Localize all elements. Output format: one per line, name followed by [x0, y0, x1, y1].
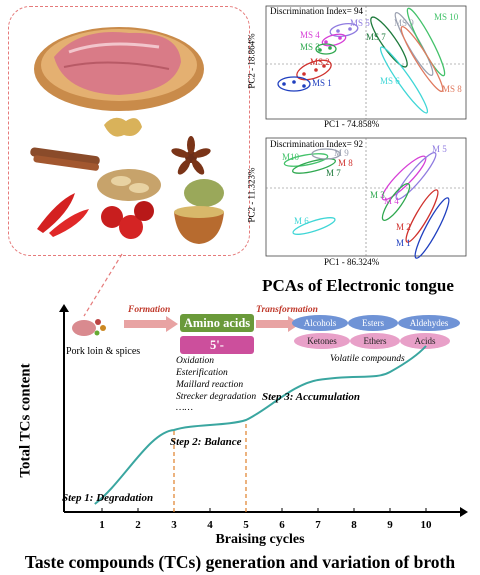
pca1-label-ms2: MS 2	[310, 57, 330, 67]
nucleotides-box: 5'-Nucleotides	[180, 336, 254, 370]
pca2-xlabel: PC1 - 86.324%	[324, 257, 380, 267]
pca2-disc-index: Discrimination Index= 92	[270, 139, 364, 149]
x-tick-label: 7	[315, 519, 321, 531]
pca2-label-m4: M 4	[384, 196, 399, 206]
amino-acids-box: Amino acids	[180, 314, 254, 332]
volatile-alcohols: Alcohols	[292, 315, 348, 331]
pca2-label-m1: M 1	[396, 238, 411, 248]
volatile-caption: Volatile compounds	[330, 354, 405, 364]
pca-plot-2-svg	[265, 137, 467, 259]
y-axis-arrow	[59, 304, 69, 312]
pca1-label-ms6: MS 6	[380, 76, 400, 86]
transformation-arrow	[256, 316, 300, 332]
x-tick-label: 4	[207, 519, 213, 531]
volatile-aldehydes: Aldehydes	[398, 315, 460, 331]
pca1-label-ms7: MS 7	[366, 32, 386, 42]
pca-plot-1-svg	[265, 5, 467, 120]
pca1-label-ms3: MS 3	[300, 42, 320, 52]
pca2-label-m2: M 2	[396, 222, 411, 232]
source-label: Pork loin & spices	[66, 346, 141, 357]
pca2-label-m8: M 8	[338, 158, 353, 168]
x-tick-label: 5	[243, 519, 249, 531]
pca2-label-m3: M 3	[370, 190, 385, 200]
pca1-label-ms5: MS 5	[350, 18, 370, 28]
pca2-label-m9: M 9	[334, 148, 349, 158]
x-tick-label: 1	[99, 519, 105, 531]
formation-label: Formation	[128, 305, 171, 315]
x-tick-label: 2	[135, 519, 141, 531]
x-tick-label: 3	[171, 519, 177, 531]
pca2-label-m7: M 7	[326, 168, 341, 178]
transformation-label: Transformation	[256, 305, 318, 315]
ingredients-panel	[8, 6, 250, 256]
volatile-esters: Esters	[348, 315, 398, 331]
pca1-label-ms1: MS 1	[312, 78, 332, 88]
pca1-label-ms10: MS 10	[434, 12, 459, 22]
pca2-label-m5: M 5	[432, 144, 447, 154]
chart-xlabel: Braising cycles	[215, 532, 305, 547]
ingredients-illustration	[30, 27, 224, 244]
step-3-label: Step 3: Accumulation	[262, 391, 360, 403]
x-tick-label: 9	[387, 519, 393, 531]
x-axis-arrow	[460, 507, 468, 517]
figure-title: Taste compounds (TCs) generation and var…	[24, 552, 456, 572]
reaction-3: Maillard reaction	[176, 380, 244, 390]
x-tick-label: 8	[351, 519, 357, 531]
volatile-ketones: Ketones	[294, 333, 350, 349]
connector-line	[83, 253, 123, 317]
reaction-1: Oxidation	[176, 356, 214, 366]
pca-plot-1: Discrimination Index= 94 PC1 - 74.858% P…	[247, 4, 474, 132]
reaction-2: Esterification	[176, 368, 228, 378]
pca1-disc-index: Discrimination Index= 94	[270, 6, 364, 16]
volatile-acids: Acids	[400, 333, 450, 349]
pca2-label-m6: M 6	[294, 216, 309, 226]
pca1-label-ms8: MS 8	[442, 84, 462, 94]
chart-ylabel: Total TCs content	[17, 363, 34, 478]
pca2-label-m10: M10	[282, 152, 300, 162]
step-2-label: Step 2: Balance	[170, 436, 242, 448]
x-tick-label: 10	[421, 519, 433, 531]
pca1-xlabel: PC1 - 74.858%	[324, 119, 380, 129]
reaction-4: Strecker degradation	[176, 392, 257, 402]
reaction-5: ……	[176, 403, 193, 413]
pca-plot-2: Discrimination Index= 92 PC1 - 86.324% P…	[246, 136, 474, 270]
tc-content-curve	[94, 345, 427, 505]
x-tick-label: 6	[279, 519, 285, 531]
pca-title: PCAs of Electronic tongue	[262, 276, 454, 295]
formation-arrow	[124, 316, 178, 332]
pca1-label-ms4: MS 4	[300, 30, 320, 40]
step-1-label: Step 1: Degradation	[62, 492, 154, 504]
pork-icon	[72, 319, 106, 336]
pca1-label-ms9: MS 9	[394, 18, 414, 28]
volatile-ethers: Ethers	[350, 333, 400, 349]
